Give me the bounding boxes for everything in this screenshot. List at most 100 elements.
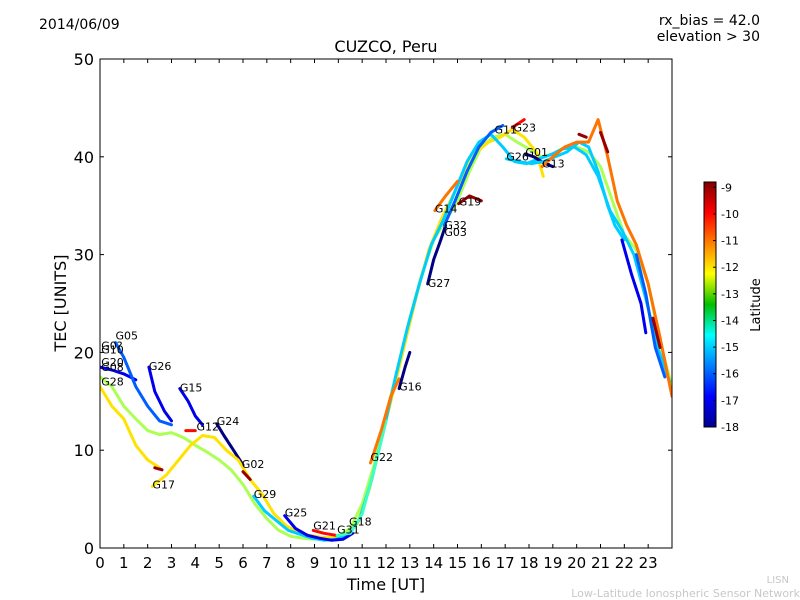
series-line-14 [426,223,448,286]
x-tick-label-13: 13 [400,554,419,572]
rx-bias-label: rx_bias = 42.0 [658,13,760,29]
satellite-label-27: G01 [525,146,548,159]
x-tick-label-12: 12 [376,554,395,572]
colorbar-ticks: -9 -10 -11 -12 -13 -14 -15 -16 -17 -18 [713,181,739,434]
satellite-label-19: G27 [428,277,451,290]
x-tick-label-8: 8 [286,554,296,572]
series-line-9 [283,514,355,542]
colorbar-tick-label-9: -18 [721,421,739,434]
x-tick-label-1: 1 [119,554,129,572]
series-line-12 [369,377,401,465]
series-line-7 [150,127,545,540]
x-tick-label-15: 15 [448,554,467,572]
satellite-label-11: G02 [242,458,265,471]
satellite-label-24: G11 [494,123,517,136]
colorbar-tick-label-1: -10 [721,208,739,221]
series-line-28 [510,118,526,129]
x-tick-label-21: 21 [591,554,610,572]
satellite-label-16: G18 [349,516,372,529]
x-tick-label-9: 9 [310,554,320,572]
satellite-label-6: G26 [149,360,172,373]
colorbar-label: Latitude [749,278,764,332]
y-tick-label-0: 0 [84,539,94,558]
colorbar-tick-label-6: -15 [721,341,739,354]
x-tick-label-23: 23 [639,554,658,572]
series-line-16 [442,124,505,227]
series-line-4 [147,365,173,423]
satellite-label-20: G14 [435,203,458,216]
series-line-2 [100,385,162,470]
date-label: 2014/06/09 [39,17,120,33]
satellite-label-7: G15 [180,382,203,395]
satellite-label-9: G12 [197,421,220,434]
x-tick-label-4: 4 [191,554,201,572]
series-line-3 [114,341,173,427]
footer-abbr: LISN [766,575,789,586]
series-line-29 [577,132,588,139]
x-tick-label-17: 17 [496,554,515,572]
x-tick-label-5: 5 [214,554,224,572]
colorbar-tick-label-2: -11 [721,235,739,248]
x-tick-label-16: 16 [472,554,491,572]
series-line-20 [540,118,672,398]
y-tick-label-4: 40 [74,148,94,167]
satellite-label-15: G31 [337,523,360,536]
x-tick-label-22: 22 [615,554,634,572]
series-line-27 [153,466,164,472]
colorbar-tick-label-3: -12 [721,261,739,274]
y-tick-label-1: 10 [74,441,94,460]
satellite-label-21: G32 [444,219,467,232]
y-axis-label: TEC [UNITS] [51,255,70,353]
series-line-13 [397,350,412,391]
satellite-label-28: G13 [542,158,565,171]
series-line-18 [523,152,555,169]
x-tick-label-7: 7 [262,554,272,572]
chart-title: CUZCO, Peru [334,37,438,56]
satellite-label-26: G26 [506,151,529,164]
series-line-11 [335,419,388,537]
plot-frame [99,58,673,549]
x-tick-label-6: 6 [238,554,248,572]
x-axis-ticks: 0 1 2 3 4 5 6 7 8 9 10 11 12 13 14 15 16 17 18 19 20 21 22 23 [95,59,658,572]
series-line-25 [241,470,252,481]
series-line-15 [433,179,459,213]
colorbar [703,181,717,428]
colorbar-tick-label-5: -14 [721,314,739,327]
satellite-label-23: G19 [459,196,482,209]
elevation-label: elevation > 30 [656,29,760,45]
series-line-5 [178,387,204,427]
colorbar-tick-label-4: -13 [721,288,739,301]
x-tick-label-14: 14 [424,554,443,572]
series-line-6 [215,422,245,467]
satellite-label-22: G03 [444,226,467,239]
x-tick-label-3: 3 [167,554,177,572]
x-tick-label-20: 20 [567,554,586,572]
satellite-label-0: G05 [115,330,138,343]
satellite-label-3: G20 [101,356,124,369]
satellite-label-25: G23 [514,121,537,134]
series-line-1 [100,132,672,541]
x-tick-label-18: 18 [519,554,538,572]
colorbar-tick-label-8: -17 [721,394,739,407]
series-layer [100,118,672,542]
x-tick-label-0: 0 [95,554,105,572]
colorbar-tick-label-7: -16 [721,368,739,381]
series-line-22 [620,238,648,335]
satellite-label-1: G0? [101,339,123,352]
series-line-24 [651,316,662,349]
y-tick-label-2: 20 [74,343,94,362]
satellite-label-5: G28 [101,376,124,389]
y-tick-label-5: 50 [74,50,94,69]
satellite-label-17: G22 [371,451,394,464]
satellite-label-12: G29 [254,488,277,501]
satellite-label-10: G17 [152,478,175,491]
series-line-19 [504,140,626,242]
satellite-label-8: G24 [217,415,240,428]
satellite-label-13: G25 [285,507,308,520]
satellite-label-2: G10 [101,343,124,356]
satellite-label-18: G16 [399,381,422,394]
colorbar-tick-label-0: -9 [721,181,732,194]
x-tick-label-10: 10 [329,554,348,572]
